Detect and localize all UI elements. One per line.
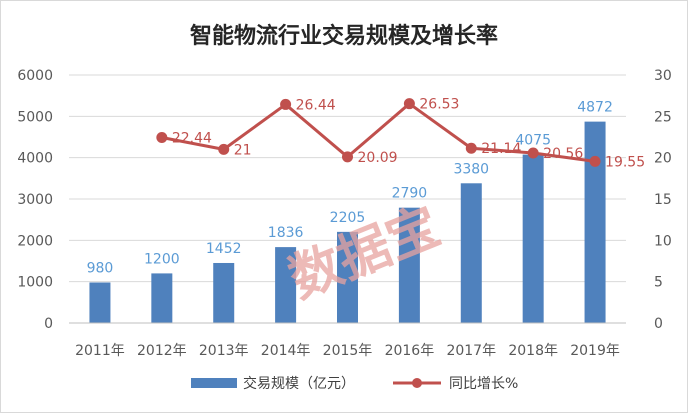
x-tick-label: 2017年: [446, 343, 496, 359]
left-y-tick-label: 1000: [17, 275, 53, 291]
data-labels: 980 1200 1452 1836 2205 2790 3380 4075 4872 22.44…: [87, 97, 646, 277]
left-y-tick-label: 2000: [17, 233, 53, 249]
right-y-tick-label: 10: [654, 233, 672, 249]
bar: [213, 262, 235, 323]
line-value-label: 26.44: [296, 97, 336, 113]
line-point: [527, 147, 539, 159]
legend-line-marker: [412, 378, 422, 388]
right-y-tick-label: 20: [654, 151, 672, 167]
left-y-tick-label: 5000: [17, 109, 53, 125]
line-series: [156, 98, 601, 167]
left-y-tick-label: 0: [44, 316, 53, 332]
bar-value-label: 4872: [577, 100, 613, 116]
bar-value-label: 2205: [330, 210, 366, 226]
x-tick-label: 2012年: [137, 343, 187, 359]
growth-line: [161, 102, 596, 163]
bar-value-label: 3380: [453, 161, 489, 177]
line-point: [403, 98, 415, 110]
left-y-tick-label: 3000: [17, 192, 53, 208]
bar-value-label: 1452: [206, 241, 242, 257]
bar: [522, 154, 544, 323]
x-tick-label: 2018年: [508, 343, 558, 359]
bar: [398, 207, 420, 323]
x-tick-label: 2015年: [323, 343, 373, 359]
bar-value-label: 4075: [515, 133, 551, 149]
x-tick-label: 2013年: [199, 343, 249, 359]
line-point: [465, 142, 477, 154]
line-value-label: 21: [234, 142, 252, 158]
left-y-axis: 0 1000 2000 3000 4000 5000 6000: [17, 68, 53, 332]
right-y-tick-label: 25: [654, 109, 672, 125]
legend: 交易规模（亿元） 同比增长%: [191, 375, 518, 392]
legend-bar-label: 交易规模（亿元）: [243, 375, 355, 392]
legend-line-label: 同比增长%: [449, 376, 518, 392]
line-point: [156, 131, 168, 143]
bar: [584, 121, 606, 324]
right-y-tick-label: 5: [654, 275, 663, 291]
x-tick-label: 2019年: [570, 343, 620, 359]
bar-value-label: 1836: [268, 225, 304, 241]
x-tick-label: 2016年: [385, 343, 435, 359]
bar-value-label: 1200: [144, 251, 180, 267]
bar-series: [89, 121, 606, 324]
x-axis: 2011年 2012年 2013年 2014年 2015年 2016年 2017年 2018年…: [69, 322, 626, 359]
bar: [337, 231, 358, 323]
line-point: [589, 155, 601, 167]
line-point: [280, 98, 292, 110]
right-y-tick-label: 0: [654, 316, 663, 332]
line-value-label: 26.53: [419, 97, 459, 113]
chart-title: 智能物流行业交易规模及增长率: [190, 23, 498, 49]
line-value-label: 19.55: [605, 154, 645, 170]
bar: [275, 247, 297, 323]
right-y-tick-label: 30: [654, 68, 672, 84]
line-value-label: 20.56: [543, 146, 583, 162]
line-value-label: 20.09: [358, 150, 398, 166]
bar: [89, 282, 111, 323]
line-point: [342, 151, 353, 163]
line-value-label: 21.14: [481, 141, 521, 157]
bar: [460, 183, 482, 323]
legend-bar-swatch: [191, 378, 237, 388]
line-value-label: 22.44: [172, 130, 212, 146]
left-y-tick-label: 4000: [17, 151, 53, 167]
x-tick-label: 2011年: [75, 343, 125, 359]
right-y-tick-label: 15: [654, 192, 672, 208]
x-tick-label: 2014年: [261, 343, 311, 359]
left-y-tick-label: 6000: [17, 68, 53, 84]
bar: [151, 273, 173, 323]
bar-value-label: 2790: [392, 186, 428, 202]
bar-value-label: 980: [87, 260, 114, 276]
line-point: [218, 143, 230, 155]
right-y-axis: 0 5 10 15 20 25 30: [654, 68, 672, 332]
